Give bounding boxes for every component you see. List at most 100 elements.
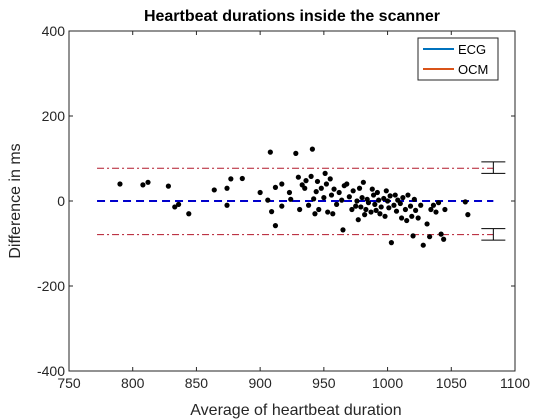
data-point: [165, 183, 171, 189]
data-point: [388, 240, 394, 246]
data-point: [321, 195, 327, 201]
data-point: [175, 201, 182, 207]
data-point: [402, 206, 409, 213]
data-point: [117, 181, 123, 187]
data-point: [336, 189, 342, 196]
data-point: [411, 196, 417, 202]
legend-label-ocm: OCM: [458, 62, 488, 77]
data-point: [267, 149, 273, 155]
data-point: [374, 189, 380, 196]
x-axis-label: Average of heartbeat duration: [190, 402, 401, 419]
data-point: [391, 202, 397, 208]
data-point: [424, 221, 430, 227]
y-tick-label: 0: [57, 193, 65, 209]
data-point: [328, 192, 335, 198]
data-point: [370, 192, 377, 198]
data-point: [430, 202, 437, 208]
data-point: [344, 181, 350, 187]
data-point: [172, 204, 178, 210]
data-point: [340, 227, 346, 233]
data-point: [404, 217, 410, 224]
reference-lines: [97, 167, 494, 236]
x-tick-label: 900: [248, 375, 272, 391]
data-point: [279, 203, 285, 209]
data-point: [462, 199, 468, 205]
data-point: [435, 200, 442, 206]
data-point: [323, 181, 330, 187]
data-point: [392, 192, 398, 198]
data-point: [383, 188, 389, 194]
data-point: [265, 197, 271, 203]
data-point: [311, 196, 317, 202]
data-point: [305, 202, 312, 208]
data-point: [327, 176, 333, 182]
data-point: [334, 201, 340, 207]
x-tick-label: 950: [312, 375, 336, 391]
data-point: [360, 179, 366, 185]
data-point: [384, 198, 391, 204]
data-point: [356, 185, 363, 191]
data-point: [297, 206, 303, 213]
data-point: [325, 209, 331, 215]
data-point: [397, 200, 403, 207]
data-point: [393, 208, 400, 214]
data-point: [381, 195, 387, 202]
data-point: [410, 233, 416, 239]
data-point: [349, 206, 355, 213]
y-tick-label: 400: [42, 23, 66, 39]
data-point: [286, 189, 293, 196]
data-point: [376, 197, 382, 203]
data-point: [418, 202, 424, 208]
data-point: [363, 206, 369, 213]
data-point: [413, 207, 419, 213]
data-point: [373, 207, 379, 213]
data-point: [279, 181, 285, 187]
data-point: [386, 205, 392, 211]
y-axis-ticks: -400 -200 0 200 400: [37, 23, 515, 379]
data-point: [442, 206, 448, 213]
x-tick-label: 1050: [436, 375, 467, 391]
data-point: [400, 195, 406, 201]
data-point: [293, 150, 299, 156]
data-point: [368, 209, 374, 215]
data-point: [224, 185, 230, 191]
data-point: [465, 212, 471, 218]
legend-box: [417, 37, 499, 81]
data-point: [382, 213, 388, 219]
data-point: [362, 212, 368, 218]
data-point: [272, 223, 279, 229]
data-points: [117, 146, 471, 248]
data-point: [224, 202, 230, 208]
data-point: [140, 182, 146, 188]
data-point: [355, 217, 361, 223]
confidence-interval-bars: [481, 161, 506, 241]
y-tick-label: -400: [37, 363, 65, 379]
x-tick-label: 1100: [500, 375, 530, 391]
data-point: [269, 209, 275, 215]
data-point: [415, 215, 421, 221]
data-point: [405, 192, 411, 198]
data-point: [322, 170, 328, 176]
data-point: [398, 215, 405, 221]
data-point: [346, 194, 352, 200]
data-point: [358, 204, 364, 210]
data-point: [288, 196, 294, 202]
data-point: [331, 186, 337, 192]
data-point: [312, 211, 318, 217]
data-point: [145, 179, 151, 185]
data-point: [239, 175, 245, 182]
y-axis-label: Difference in ms: [7, 143, 24, 258]
data-point: [420, 242, 426, 248]
data-point: [302, 185, 308, 191]
data-point: [211, 187, 217, 193]
data-point: [372, 201, 378, 207]
x-tick-label: 800: [121, 375, 145, 391]
data-point: [186, 211, 192, 217]
data-point: [316, 206, 322, 213]
y-tick-label: -200: [37, 278, 65, 294]
data-point: [309, 146, 315, 152]
data-point: [318, 185, 324, 191]
data-point: [359, 195, 365, 201]
data-point: [378, 204, 384, 210]
